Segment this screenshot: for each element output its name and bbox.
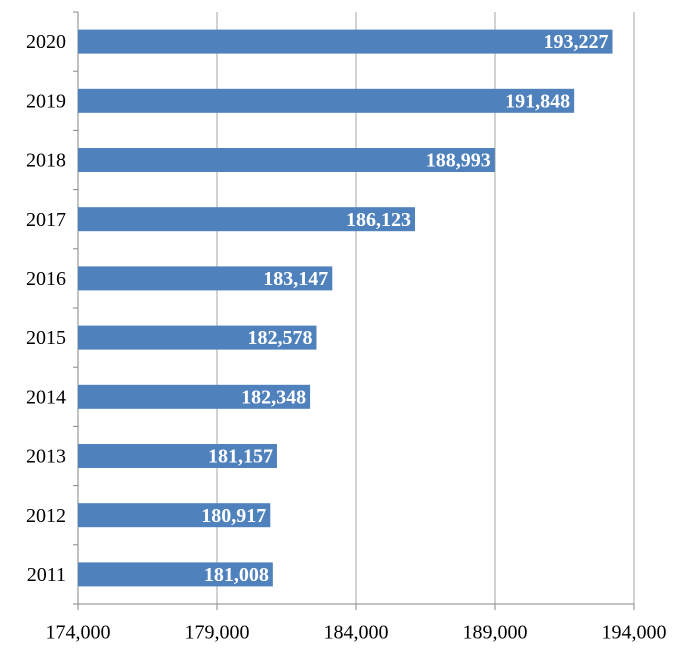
x-tick-label: 194,000: [602, 622, 667, 644]
bar: [78, 207, 416, 232]
value-label: 180,917: [201, 505, 266, 527]
x-tick-label: 179,000: [185, 622, 250, 644]
bar: [78, 148, 495, 172]
bar: [78, 444, 277, 468]
y-tick-label: 2015: [26, 327, 66, 349]
bar: [78, 266, 333, 291]
value-label: 181,157: [208, 446, 273, 468]
value-label: 193,227: [544, 31, 609, 53]
bar: [78, 325, 317, 350]
value-label: 182,348: [241, 386, 306, 408]
value-label: 186,123: [346, 209, 411, 231]
bar: [78, 29, 613, 54]
y-tick-label: 2016: [26, 268, 66, 290]
y-tick-label: 2012: [26, 505, 66, 527]
value-label: 182,578: [247, 327, 312, 349]
value-label: 183,147: [263, 268, 328, 290]
value-label: 191,848: [505, 90, 570, 112]
y-tick-label: 2017: [26, 209, 66, 231]
bar: [78, 503, 271, 528]
value-label: 188,993: [426, 150, 491, 172]
value-label: 181,008: [204, 564, 269, 586]
x-tick-label: 184,000: [324, 622, 389, 644]
y-tick-label: 2019: [26, 90, 66, 112]
x-tick-label: 189,000: [463, 622, 528, 644]
bar: [78, 384, 311, 409]
y-tick-label: 2020: [26, 31, 66, 53]
x-tick-label: 174,000: [46, 622, 111, 644]
bar: [78, 88, 575, 113]
y-tick-label: 2013: [26, 446, 66, 468]
y-tick-label: 2011: [27, 564, 66, 586]
y-tick-label: 2018: [26, 150, 66, 172]
bar: [78, 562, 273, 587]
y-tick-label: 2014: [26, 386, 66, 408]
